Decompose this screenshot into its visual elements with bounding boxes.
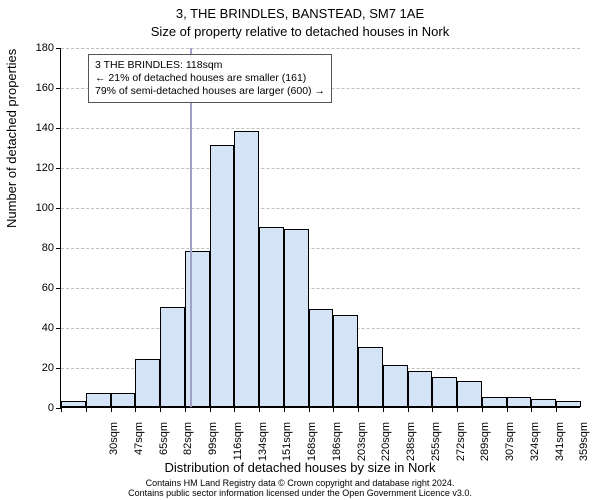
x-tick [259,407,260,412]
histogram-bar [531,399,556,407]
x-tick [309,407,310,412]
gridline [61,48,580,49]
histogram-bar [482,397,507,407]
x-tick [160,407,161,412]
histogram-bar [185,251,210,407]
gridline [61,208,580,209]
gridline [61,168,580,169]
gridline [61,128,580,129]
x-tick [111,407,112,412]
histogram-bar [383,365,408,407]
histogram-bar [210,145,235,407]
histogram-bar [284,229,309,407]
y-tick [56,288,61,289]
histogram-bar [160,307,185,407]
y-tick [56,368,61,369]
histogram-bar [309,309,334,407]
annotation-line2: ← 21% of detached houses are smaller (16… [95,72,325,85]
chart-title-line1: 3, THE BRINDLES, BANSTEAD, SM7 1AE [0,6,600,21]
plot-area: 3 THE BRINDLES: 118sqm← 21% of detached … [60,48,580,408]
footer-line1: Contains HM Land Registry data © Crown c… [146,478,455,488]
histogram-bar [556,401,581,407]
x-tick [507,407,508,412]
histogram-bar [135,359,160,407]
y-tick-label: 40 [42,322,54,334]
x-axis-label: Distribution of detached houses by size … [0,460,600,475]
histogram-bar [507,397,532,407]
histogram-bar [457,381,482,407]
annotation-line1: 3 THE BRINDLES: 118sqm [95,59,325,72]
histogram-bar [234,131,259,407]
histogram-bar [358,347,383,407]
histogram-bar [61,401,86,407]
x-tick [234,407,235,412]
y-tick-label: 160 [36,82,54,94]
annotation-box: 3 THE BRINDLES: 118sqm← 21% of detached … [88,54,332,103]
x-tick [457,407,458,412]
y-tick-label: 60 [42,282,54,294]
histogram-bar [432,377,457,407]
y-tick [56,248,61,249]
x-tick [358,407,359,412]
y-tick-label: 120 [36,162,54,174]
x-tick [210,407,211,412]
y-tick [56,208,61,209]
gridline [61,248,580,249]
chart-title-line2: Size of property relative to detached ho… [0,24,600,39]
y-tick-label: 140 [36,122,54,134]
x-tick [333,407,334,412]
x-tick [284,407,285,412]
x-tick [135,407,136,412]
y-tick [56,48,61,49]
x-tick [61,407,62,412]
y-tick-label: 20 [42,362,54,374]
y-tick [56,168,61,169]
x-tick [408,407,409,412]
histogram-bar [408,371,433,407]
x-tick [383,407,384,412]
x-tick [556,407,557,412]
y-tick-label: 0 [48,402,54,414]
y-tick [56,328,61,329]
histogram-bar [333,315,358,407]
y-tick [56,128,61,129]
y-tick-label: 80 [42,242,54,254]
footer-attribution: Contains HM Land Registry data © Crown c… [0,478,600,499]
footer-line2: Contains public sector information licen… [128,488,472,498]
histogram-bar [111,393,136,407]
gridline [61,288,580,289]
histogram-bar [259,227,284,407]
histogram-bar [86,393,111,407]
y-tick [56,88,61,89]
y-axis-label: Number of detached properties [4,49,19,228]
x-tick [86,407,87,412]
annotation-line3: 79% of semi-detached houses are larger (… [95,85,325,98]
x-tick [482,407,483,412]
y-tick-label: 180 [36,42,54,54]
x-tick [531,407,532,412]
x-tick [185,407,186,412]
y-tick-label: 100 [36,202,54,214]
chart-container: 3, THE BRINDLES, BANSTEAD, SM7 1AE Size … [0,0,600,500]
x-tick [432,407,433,412]
